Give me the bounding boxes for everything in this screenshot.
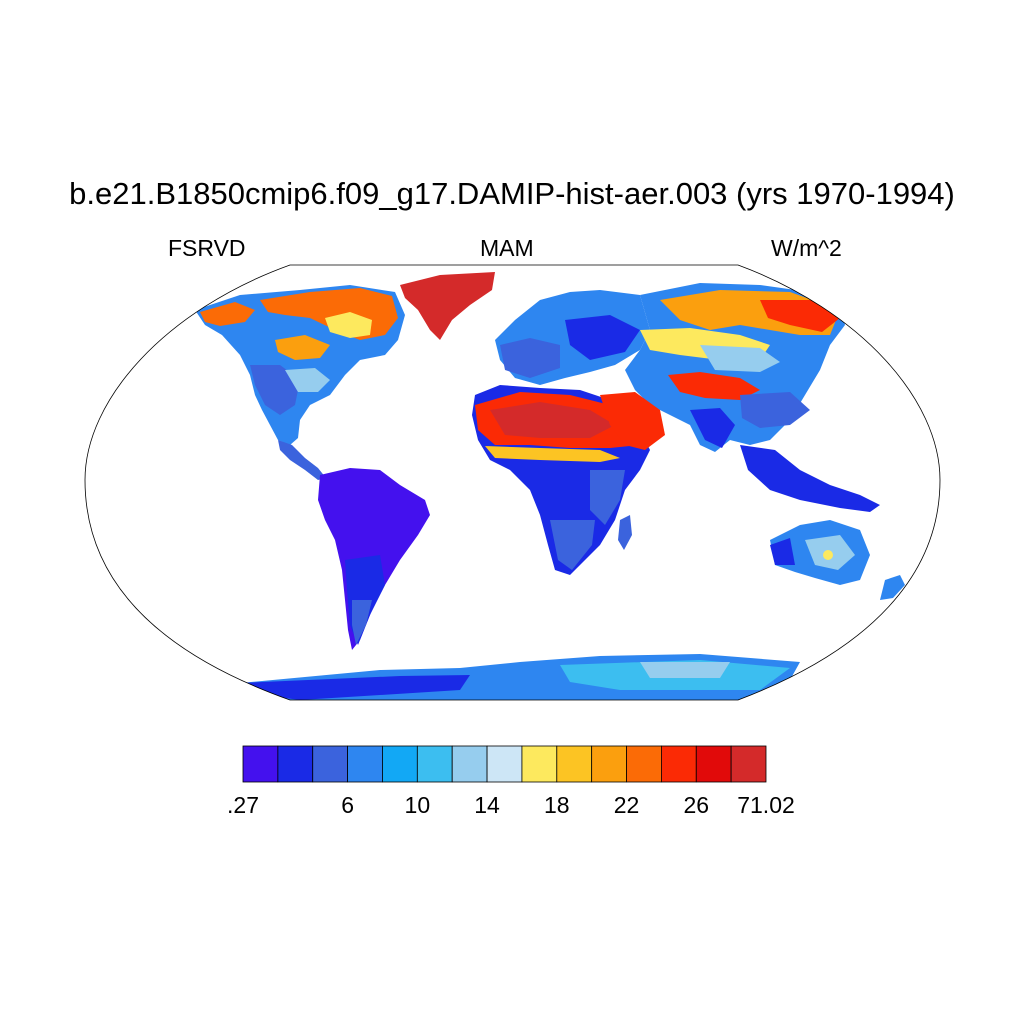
tibet-hot [668,372,760,400]
units-label: W/m^2 [771,235,842,261]
colorbar-swatch [591,745,627,783]
colorbar-tick-label: .27 [227,792,259,818]
colorbar-swatch [382,745,418,783]
colorbar-swatch [451,745,488,783]
colorbar-tick-label: 26 [683,792,710,818]
colorbar-swatch [730,745,767,783]
canada-plains-warm [275,335,330,360]
east-antarctica-plateau [640,662,730,678]
alaska-warm [200,302,255,326]
colorbar-swatch [312,745,349,783]
colorbar-tick-label: 6 [341,792,354,818]
colorbar-swatch [416,745,453,783]
globe-outline [84,264,941,701]
western-us-region [250,365,300,415]
us-midwest-light [285,368,330,392]
colorbar-swatch [521,745,558,783]
colorbar-swatch [556,745,593,783]
antarctic-coast [240,675,470,700]
colorbar-tick-label: 71.02 [737,792,795,818]
maritime-asia-region [740,445,880,512]
colorbar-tick-label: 22 [613,792,640,818]
colorbar-tick-label: 14 [474,792,500,818]
sahara-core [490,402,615,438]
colorbar-tick-label: 10 [404,792,431,818]
plot-title: b.e21.B1850cmip6.f09_g17.DAMIP-hist-aer.… [69,176,955,211]
sahel-warm [485,446,620,462]
colorbar-swatch [277,745,314,783]
australia-coast [770,538,795,565]
land-field [195,272,905,700]
south-asia-region [690,408,735,448]
southern-africa-region [550,520,595,570]
colorbar-swatch [486,745,523,783]
new-zealand-region [880,575,905,600]
colorbar-swatch [242,745,279,783]
hudson-region-warm [325,312,372,338]
china-region [740,392,810,428]
central-america-region [278,440,326,480]
greenland-region [400,272,495,340]
colorbar-swatch [347,745,383,783]
colorbar-swatch [695,745,732,783]
season-label: MAM [480,235,534,261]
mongolia-light [700,345,780,372]
australia-hotspot [823,550,833,560]
madagascar-region [618,515,632,550]
colorbar-swatch [626,745,662,783]
east-siberia-hot [760,300,840,332]
east-africa-region [590,470,625,525]
colorbar-tick-label: 18 [544,792,570,818]
variable-label: FSRVD [168,235,246,261]
colorbar-swatch [661,745,697,783]
eastern-europe-region [565,315,640,360]
arabia-region [600,392,665,450]
colorbar [242,745,767,783]
western-europe-region [500,338,560,378]
patagonia-region [352,600,372,645]
